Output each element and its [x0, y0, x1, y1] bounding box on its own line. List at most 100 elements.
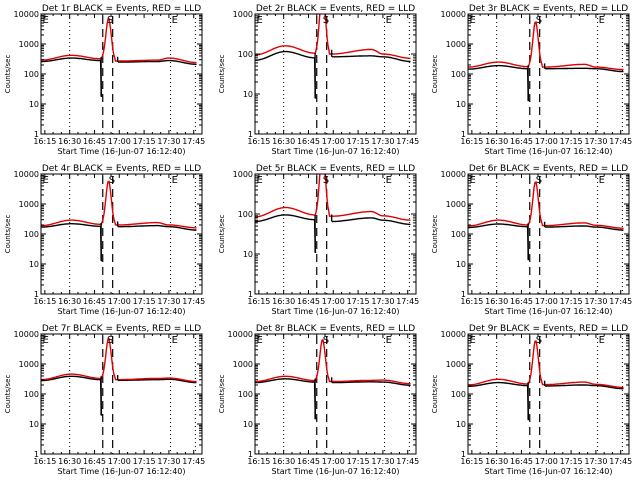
marker-label-s: S: [536, 175, 542, 186]
y-tick-label: 10000: [14, 330, 39, 339]
y-tick-label: 100: [24, 390, 39, 399]
y-tick-label: 10: [29, 420, 39, 429]
series-events-line: [255, 214, 411, 253]
plot-area: [468, 14, 624, 134]
x-tick-label: 17:30: [157, 137, 180, 146]
axes-frame: [254, 333, 417, 455]
y-axis-label: Counts/sec: [218, 55, 226, 94]
marker-label-e: E: [599, 15, 605, 26]
y-axis-label: Counts/sec: [218, 375, 226, 414]
plot-area: [255, 174, 411, 294]
x-tick-label: 16:45: [83, 297, 106, 306]
x-tick-label: 17:00: [322, 457, 345, 466]
marker-label-e: E: [386, 335, 392, 346]
marker-label-e: E: [386, 175, 392, 186]
y-tick-label: 10000: [14, 10, 39, 19]
y-tick-label: 1: [461, 290, 466, 299]
panel-title: Det 2r BLACK = Events, RED = LLD: [256, 4, 415, 14]
y-axis-label: Counts/sec: [218, 215, 226, 254]
x-tick-label: 16:30: [485, 457, 508, 466]
y-tick-label: 1: [248, 450, 253, 459]
panel-title: Det 8r BLACK = Events, RED = LLD: [256, 324, 415, 334]
series-events-line: [41, 57, 197, 97]
y-tick-label: 1000: [233, 10, 253, 19]
marker-label-e: E: [470, 335, 476, 346]
series-events-line: [468, 64, 624, 102]
marker-label-s: S: [536, 335, 542, 346]
x-tick-label: 17:45: [396, 137, 419, 146]
marker-label-s: S: [107, 15, 113, 26]
x-axis-label: Start Time (16-Jun-07 16:12:40): [485, 467, 613, 476]
x-tick-label: 16:30: [58, 457, 81, 466]
panel-title: Det 7r BLACK = Events, RED = LLD: [42, 324, 201, 334]
x-tick-label: 17:30: [584, 137, 607, 146]
axes-frame: [467, 173, 630, 295]
x-tick-label: 17:00: [535, 457, 558, 466]
x-tick-label: 16:30: [272, 137, 295, 146]
marker-label-e: E: [470, 175, 476, 186]
marker-label-e: E: [172, 335, 178, 346]
y-axis-label: Counts/sec: [431, 375, 439, 414]
x-tick-label: 16:45: [297, 297, 320, 306]
x-tick-label: 17:45: [182, 137, 205, 146]
axes-frame: [254, 13, 417, 135]
y-tick-label: 10: [29, 100, 39, 109]
x-tick-label: 16:45: [510, 457, 533, 466]
x-tick-label: 17:30: [584, 457, 607, 466]
y-tick-label: 1000: [446, 200, 466, 209]
series-lld-line: [468, 340, 624, 389]
x-tick-label: 17:30: [584, 297, 607, 306]
y-tick-label: 1: [34, 450, 39, 459]
y-tick-label: 10: [456, 420, 466, 429]
y-tick-label: 10000: [441, 170, 466, 179]
x-axis-label: Start Time (16-Jun-07 16:12:40): [58, 467, 186, 476]
x-tick-label: 16:15: [33, 137, 56, 146]
x-axis-label: Start Time (16-Jun-07 16:12:40): [485, 147, 613, 156]
y-tick-label: 1000: [446, 360, 466, 369]
panel-title: Det 9r BLACK = Events, RED = LLD: [469, 324, 628, 334]
marker-label-e: E: [257, 15, 263, 26]
plot-area: [41, 334, 197, 454]
x-tick-label: 16:30: [485, 297, 508, 306]
axes-frame: [254, 173, 417, 295]
y-axis-label: Counts/sec: [431, 215, 439, 254]
y-axis-label: Counts/sec: [4, 375, 12, 414]
marker-label-e: E: [43, 335, 49, 346]
series-lld-line: [41, 180, 197, 229]
x-tick-label: 16:45: [510, 137, 533, 146]
x-tick-label: 17:30: [371, 137, 394, 146]
panel-title: Det 4r BLACK = Events, RED = LLD: [42, 164, 201, 174]
x-tick-label: 17:00: [535, 137, 558, 146]
x-tick-label: 17:45: [609, 137, 632, 146]
panel-title: Det 3r BLACK = Events, RED = LLD: [469, 4, 628, 14]
x-tick-label: 17:00: [322, 297, 345, 306]
x-tick-label: 16:30: [485, 137, 508, 146]
x-tick-label: 16:15: [247, 457, 270, 466]
x-tick-label: 16:30: [58, 297, 81, 306]
series-events-line: [468, 223, 624, 261]
axes-frame: [467, 13, 630, 135]
series-events-line: [255, 50, 411, 99]
plot-area: [41, 14, 197, 134]
y-tick-label: 100: [238, 50, 253, 59]
marker-label-e: E: [599, 175, 605, 186]
x-tick-label: 16:30: [58, 137, 81, 146]
x-tick-label: 17:30: [157, 297, 180, 306]
panel-title: Det 6r BLACK = Events, RED = LLD: [469, 164, 628, 174]
panel-title: Det 5r BLACK = Events, RED = LLD: [256, 164, 415, 174]
y-tick-label: 100: [24, 70, 39, 79]
y-axis-label: Counts/sec: [4, 55, 12, 94]
marker-label-s: S: [536, 15, 542, 26]
marker-label-e: E: [43, 175, 49, 186]
marker-label-e: E: [599, 335, 605, 346]
plot-area: [255, 334, 411, 454]
y-tick-label: 1000: [19, 40, 39, 49]
y-tick-label: 1000: [19, 200, 39, 209]
x-tick-label: 17:45: [396, 457, 419, 466]
